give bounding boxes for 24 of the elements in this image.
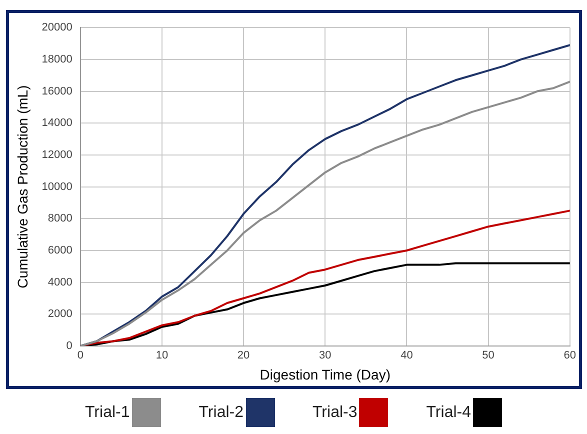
x-tick-label: 20 [237, 350, 250, 362]
legend-label: Trial-1 [85, 404, 130, 422]
legend-label: Trial-3 [312, 404, 358, 422]
x-axis-title: Digestion Time (Day) [260, 366, 390, 382]
y-tick-label: 2000 [48, 308, 72, 320]
y-tick-label: 18000 [42, 53, 72, 66]
y-tick-label: 4000 [48, 276, 72, 288]
legend-label: Trial-2 [198, 404, 244, 422]
x-tick-label: 30 [319, 350, 332, 362]
x-tick-label: 60 [564, 350, 576, 362]
legend-label: Trial-4 [426, 404, 471, 422]
y-tick-label: 8000 [48, 212, 72, 225]
x-tick-label: 10 [156, 350, 168, 362]
y-tick-label: 10000 [42, 180, 72, 193]
y-tick-label: 0 [66, 340, 72, 352]
y-tick-label: 12000 [42, 148, 72, 161]
y-tick-label: 20000 [42, 22, 72, 34]
y-tick-label: 16000 [42, 85, 72, 98]
x-tick-label: 0 [77, 350, 84, 362]
y-tick-label: 6000 [48, 244, 72, 257]
y-tick-label: 14000 [42, 117, 72, 130]
x-tick-label: 40 [400, 350, 413, 362]
x-tick-label: 50 [482, 350, 494, 362]
y-axis-title: Cumulative Gas Production (mL) [14, 85, 30, 288]
